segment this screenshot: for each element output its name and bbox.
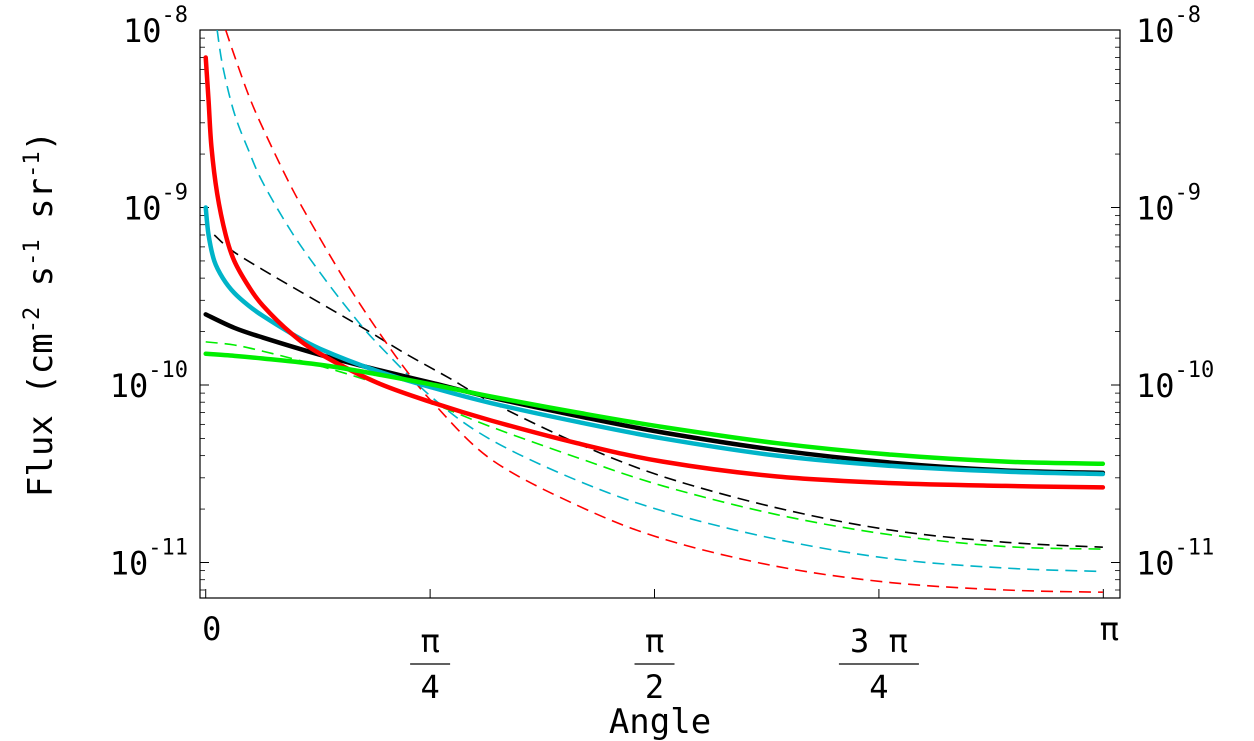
y-tick-label-exponent: -11 [148,536,188,561]
series-line-solid [203,55,1106,490]
y-tick-label-exponent: -9 [1175,181,1202,206]
series-line-dashed [205,341,1103,550]
y-tick-label-left: 10-11 [110,536,188,583]
y-tick-label-base: 10 [1136,190,1175,228]
y-axis-title-sup: -2 [20,307,45,334]
y-tick-label-base: 10 [123,12,162,50]
y-tick-label-left: 10-8 [123,3,188,50]
y-axis-title-part: s [21,266,61,307]
series-line-dashed [213,234,1103,548]
y-tick-label-exponent: -11 [1175,536,1215,561]
y-tick-label-right: 10-9 [1136,181,1201,228]
y-axis-title-part: ) [21,131,61,151]
axis-ticks [200,29,1120,598]
plot-frame [199,29,1121,599]
x-axis-title: Angle [609,702,711,741]
y-tick-label-left: 10-9 [123,181,188,228]
x-tick-label-denominator: 2 [645,668,664,706]
y-tick-label-right: 10-11 [1136,536,1214,583]
y-tick-label-exponent: -10 [148,358,188,383]
series-layer [203,30,1106,594]
y-tick-label-right: 10-10 [1136,358,1214,405]
y-tick-label-base: 10 [1136,367,1175,405]
y-tick-label-exponent: -10 [1175,358,1215,383]
series-line-dashed [216,30,1103,573]
series-line-solid [203,312,1106,476]
y-tick-label-base: 10 [110,367,149,405]
y-tick-label-base: 10 [1136,545,1175,583]
series-line-solid [203,351,1106,467]
series-line-dashed [224,30,1103,594]
y-tick-label-exponent: -9 [162,181,189,206]
y-axis-title-part: Flux (cm [21,333,61,497]
y-tick-label-right: 10-8 [1136,3,1201,50]
y-tick-label-base: 10 [1136,12,1175,50]
y-axis-title-sup: -1 [20,239,45,266]
y-tick-label-left: 10-10 [110,358,188,405]
x-tick-label-numerator: π [420,622,439,660]
x-tick-label: 0 [202,610,221,648]
x-tick-label-numerator: π [645,622,664,660]
x-tick-label: π [1100,610,1119,648]
y-axis-title-part: sr [21,178,61,239]
x-tick-label-denominator: 4 [420,668,439,706]
y-tick-label-exponent: -8 [162,3,189,28]
y-axis-title-sup: -1 [20,151,45,178]
y-tick-label-base: 10 [110,545,149,583]
y-axis-title: Flux (cm-2 s-1 sr-1) [20,131,61,497]
x-tick-label-denominator: 4 [869,668,888,706]
x-tick-label-numerator: 3 π [850,622,908,660]
series-line-solid [203,205,1106,477]
y-tick-label-exponent: -8 [1175,3,1202,28]
y-tick-label-base: 10 [123,190,162,228]
